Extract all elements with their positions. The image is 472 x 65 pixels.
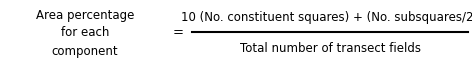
Text: 10 (No. constituent squares) + (No. subsquares/2): 10 (No. constituent squares) + (No. subs… — [181, 12, 472, 25]
Text: =: = — [172, 27, 184, 40]
Text: Area percentage
for each
component: Area percentage for each component — [36, 9, 134, 58]
Text: Total number of transect fields: Total number of transect fields — [239, 43, 421, 56]
